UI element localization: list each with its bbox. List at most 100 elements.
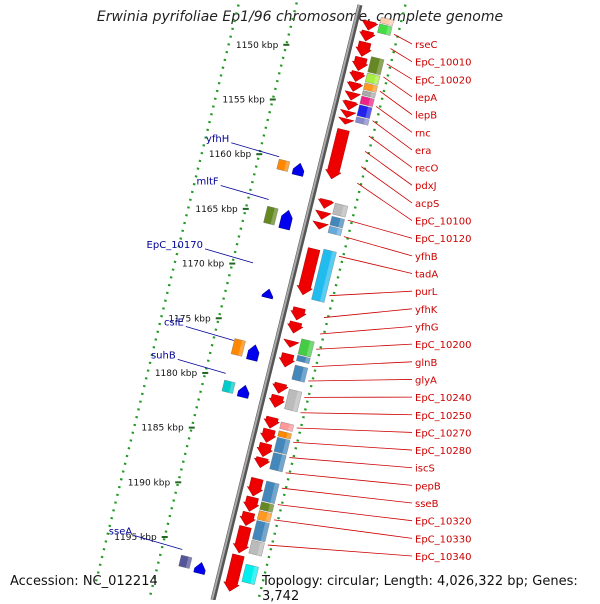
cog-box: [298, 339, 314, 357]
cog-box: [377, 24, 392, 36]
label-leader: [394, 34, 412, 44]
cog-box: [330, 216, 345, 228]
cog-box: [360, 96, 375, 107]
gene-arrow-shape: [194, 561, 207, 575]
gene-arrow-shape: [255, 442, 274, 459]
gene-label-EpC_10320: EpC_10320: [415, 517, 471, 528]
label-leader: [293, 442, 412, 450]
label-leader: [380, 91, 412, 114]
label-leader: [365, 151, 412, 185]
label-leader: [357, 183, 412, 221]
label-leader: [268, 545, 412, 556]
gene-arrow-shape: [267, 394, 286, 410]
gene-arrow-shape: [314, 210, 331, 221]
gene-arrow-shape: [311, 221, 328, 231]
cog-box: [231, 338, 245, 356]
backbone-highlight: [212, 5, 359, 600]
gene-label-EpC_10010: EpC_10010: [415, 58, 471, 69]
label-leader: [274, 520, 412, 538]
gene-label-rseC: rseC: [415, 40, 437, 51]
label-leader: [289, 458, 412, 468]
cog-box: [274, 437, 290, 454]
gene-label-yfhK: yfhK: [415, 305, 438, 316]
gene-arrow-shape: [337, 117, 354, 126]
gene-label-lepA: lepA: [415, 93, 437, 104]
gene-label-EpC_10170: EpC_10170: [147, 240, 203, 251]
gene-label-suhB: suhB: [151, 350, 176, 361]
gene-arrow-reverse: [262, 288, 275, 299]
gene-label-sseA: sseA: [109, 526, 133, 537]
cog-box: [280, 422, 294, 432]
label-leader: [221, 185, 269, 199]
label-leader: [300, 413, 412, 415]
gene-label-csiE: csiE: [164, 318, 184, 329]
label-leader: [383, 77, 412, 97]
gene-arrow-shape: [279, 209, 294, 230]
gene-arrow-shape: [242, 495, 261, 513]
gene-arrow-shape: [271, 382, 289, 396]
cog-box: [264, 206, 279, 225]
cog-box: [249, 540, 265, 556]
gene-arrow: [238, 511, 257, 528]
gene-arrow: [262, 416, 280, 431]
gene-arrow-shape: [316, 198, 334, 211]
cog-box: [270, 453, 287, 473]
gene-arrow: [255, 442, 274, 459]
gene-arrow-shape: [238, 511, 257, 528]
gene-arrow: [289, 306, 308, 322]
gene-label-pepB: pepB: [415, 481, 441, 492]
gene-arrow: [245, 477, 265, 498]
gene-arrow-shape: [262, 288, 275, 299]
label-leader: [308, 379, 412, 381]
gene-arrow: [259, 428, 278, 445]
label-leader: [390, 49, 412, 62]
gene-label-EpC_10270: EpC_10270: [415, 428, 471, 439]
gene-arrow: [282, 339, 299, 349]
gene-label-pdxJ: pdxJ: [415, 181, 437, 192]
gene-arrow-shape: [289, 306, 308, 322]
gene-arrow: [242, 495, 261, 513]
cog-box: [257, 510, 272, 522]
label-leader: [312, 362, 412, 367]
gene-arrow: [286, 320, 304, 335]
label-leader: [387, 64, 412, 79]
cog-box: [368, 57, 384, 75]
gene-arrow-shape: [237, 384, 251, 399]
label-leader: [329, 291, 412, 296]
gene-label-EpC_10020: EpC_10020: [415, 75, 471, 86]
gene-label-EpC_10340: EpC_10340: [415, 552, 471, 563]
cog-box: [365, 73, 380, 85]
gene-arrow-shape: [277, 352, 296, 369]
gene-arrow: [267, 394, 286, 410]
cog-box: [179, 555, 192, 569]
cog-box: [222, 380, 235, 394]
gene-arrow: [350, 56, 369, 73]
gene-arrow-shape: [246, 343, 260, 361]
label-leader: [286, 473, 412, 486]
tick-label: 1160 kbp: [209, 150, 252, 160]
gene-arrow-reverse: [237, 384, 251, 399]
gene-arrow: [271, 382, 289, 396]
label-leader: [282, 488, 412, 503]
gene-label-acpS: acpS: [415, 199, 439, 210]
cog-box: [357, 105, 372, 119]
label-leader: [348, 220, 412, 238]
gene-arrow-shape: [259, 428, 278, 445]
gene-label-EpC_10200: EpC_10200: [415, 340, 471, 351]
gene-arrow-reverse: [194, 561, 207, 575]
cog-box: [277, 159, 290, 171]
label-leader: [324, 309, 412, 318]
gene-arrow: [252, 456, 270, 470]
gene-arrow-shape: [262, 416, 280, 431]
gene-label-yfhB: yfhB: [415, 252, 438, 263]
gene-arrow: [337, 117, 354, 126]
gene-label-glnB: glnB: [415, 358, 437, 369]
cog-box: [262, 481, 279, 504]
tick-label: 1150 kbp: [236, 41, 279, 51]
tick-label: 1185 kbp: [141, 424, 184, 434]
tick-label: 1155 kbp: [222, 96, 265, 106]
gene-arrow-shape: [282, 339, 299, 349]
cog-box: [284, 389, 301, 412]
